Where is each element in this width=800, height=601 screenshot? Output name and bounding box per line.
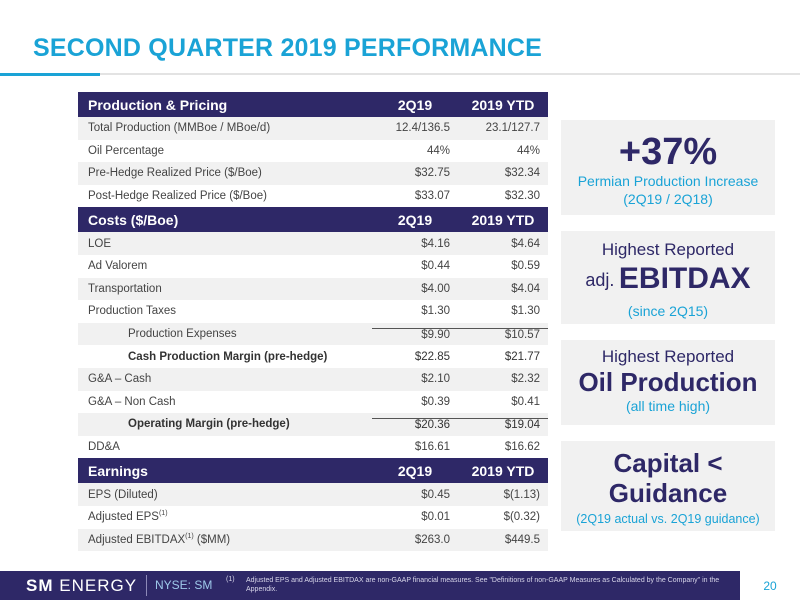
footer-bar: SM ENERGY NYSE: SM (1) Adjusted EPS and …	[0, 571, 800, 600]
table-row: Oil Percentage 44% 44%	[88, 144, 540, 157]
page-number: 20	[740, 571, 800, 600]
table-row: Total Production (MMBoe / MBoe/d) 12.4/1…	[78, 117, 548, 140]
footnote-text: Adjusted EPS and Adjusted EBITDAX are no…	[246, 577, 720, 593]
page-title: SECOND QUARTER 2019 PERFORMANCE	[33, 34, 543, 62]
table-row: G&A – Non Cash $0.39 $0.41	[88, 395, 540, 408]
title-divider	[0, 73, 800, 76]
table-row: LOE $4.16 $4.64	[78, 232, 548, 255]
table-row: Transportation $4.00 $4.04	[78, 277, 548, 301]
table-row: Adjusted EPS(1) $0.01 $(0.32)	[88, 510, 540, 524]
company-logo: SM ENERGY	[26, 576, 138, 595]
table-row-margin: Operating Margin (pre-hedge) $20.36 $19.…	[78, 413, 548, 436]
ticker-symbol: NYSE: SM	[146, 575, 212, 596]
table-row: DD&A $16.61 $16.62	[88, 441, 540, 454]
callout-ebitdax: Highest Reported adj. EBITDAX (since 2Q1…	[561, 231, 775, 324]
table-row: Post-Hedge Realized Price ($/Boe) $33.07…	[88, 190, 540, 203]
title-accent-bar	[0, 73, 100, 76]
section-header-earnings: Earnings 2Q19 2019 YTD	[78, 458, 548, 484]
callout-oil-production: Highest Reported Oil Production (all tim…	[561, 340, 775, 425]
footnote-number: (1)	[226, 576, 235, 583]
table-row: EPS (Diluted) $0.45 $(1.13)	[78, 483, 548, 506]
table-row: Adjusted EBITDAX(1) ($MM) $263.0 $449.5	[78, 528, 548, 552]
callout-capital: Capital < Guidance (2Q19 actual vs. 2Q19…	[561, 441, 775, 531]
section-header-costs: Costs ($/Boe) 2Q19 2019 YTD	[78, 207, 548, 233]
callout-permian-production: +37% Permian Production Increase (2Q19 /…	[561, 120, 775, 215]
section-header-production: Production & Pricing 2Q19 2019 YTD	[78, 92, 548, 117]
table-row-margin: Cash Production Margin (pre-hedge) $22.8…	[128, 350, 540, 363]
table-row: Ad Valorem $0.44 $0.59	[88, 260, 540, 273]
table-row-subtotal: Production Expenses $9.90 $10.57	[78, 322, 548, 346]
table-row: Pre-Hedge Realized Price ($/Boe) $32.75 …	[78, 162, 548, 185]
performance-table: Production & Pricing 2Q19 2019 YTD Total…	[78, 92, 548, 552]
table-row: Production Taxes $1.30 $1.30	[88, 305, 540, 318]
table-row: G&A – Cash $2.10 $2.32	[78, 367, 548, 391]
